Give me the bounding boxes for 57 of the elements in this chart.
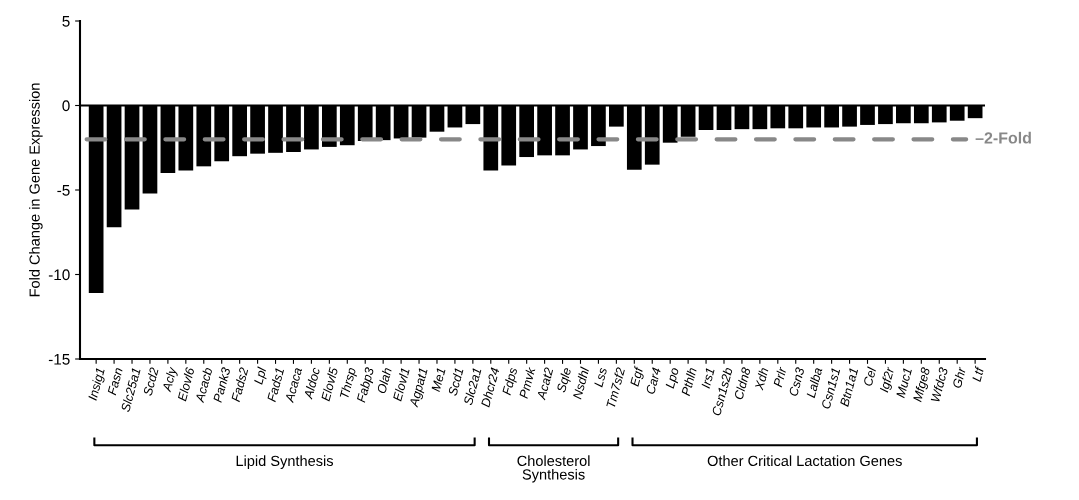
x-tick-label: Lpo [665, 367, 682, 390]
x-tick-label: Nsdhl [572, 366, 590, 400]
x-tick-label: Wfdc3 [930, 366, 949, 403]
text: Lipid Synthesis [236, 455, 334, 469]
x-tick-label: Elovl5 [320, 366, 339, 402]
x-tick-label: Pmvk [518, 366, 536, 399]
x-tick-label: Slc2a1 [463, 367, 482, 406]
x-tick-label: Egf [629, 365, 646, 388]
x-tick-label: Btn1a1 [839, 367, 859, 407]
x-tick-label: Acaca [284, 367, 303, 404]
y-tick-label: -10 [48, 269, 70, 281]
x-tick-label: Elovl1 [392, 367, 410, 402]
text: Other Critical Lactation Genes [707, 455, 902, 467]
x-tick-label: Fabp3 [356, 366, 377, 404]
x-tick-label: Fdps [501, 366, 520, 397]
x-tick-label: Csn1s1 [821, 367, 841, 410]
x-tick-label: Pthlh [680, 367, 697, 397]
x-tick-label: Ltf [971, 365, 985, 383]
x-tick-label: Agpat1 [409, 367, 431, 409]
y-tick-label: 0 [62, 100, 70, 112]
x-tick-label: Igf2r [879, 366, 897, 394]
x-tick-label: Dhcr24 [480, 367, 500, 408]
x-tick-label: Ghr [951, 366, 967, 389]
x-tick-label: Olah [376, 367, 392, 394]
x-tick-label: Irs1 [701, 367, 715, 389]
y-tick-label: -5 [57, 185, 70, 196]
x-tick-label: Muc1 [896, 367, 912, 399]
x-tick-label: Elovl6 [177, 366, 195, 402]
ref-line-label: –2-Fold [975, 131, 1031, 144]
x-tick-label: Cldn8 [733, 366, 751, 400]
x-tick-label: Car4 [645, 367, 661, 395]
x-tick-label: Tm7sf2 [605, 366, 626, 409]
x-tick-label: Pank3 [212, 366, 231, 403]
text: Cholesterol Synthesis [517, 455, 590, 483]
x-tick-label: Acly [161, 366, 180, 394]
x-tick-label: Me1 [431, 367, 446, 393]
x-tick-label: Sqle [556, 367, 574, 394]
x-tick-label: Acacb [194, 367, 213, 404]
y-tick-label: -15 [48, 354, 70, 365]
x-tick-label: Cel [862, 366, 877, 387]
y-tick-label: 5 [62, 16, 70, 27]
x-tick-label: Slc25a1 [120, 367, 141, 413]
x-tick-label: Scd1 [447, 367, 464, 397]
y-axis-title: Fold Change in Gene Expression [29, 83, 43, 297]
x-tick-label: Insig1 [87, 367, 108, 402]
x-tick-label: Aldoc [303, 366, 321, 400]
x-tick-label: Xdh [754, 367, 769, 391]
x-tick-label: Fasn [107, 367, 123, 396]
x-tick-label: Lalba [805, 367, 823, 399]
x-tick-label: Csn3 [788, 366, 805, 397]
x-tick-label: Lss [593, 367, 608, 388]
x-tick-label: Scd2 [142, 366, 159, 397]
x-tick-label: Fads2 [230, 366, 249, 403]
x-tick-label: Acat2 [536, 366, 554, 401]
x-tick-label: Fads1 [266, 367, 285, 403]
x-tick-label: Prlr [772, 366, 787, 388]
x-tick-label: Lpl [253, 366, 269, 386]
